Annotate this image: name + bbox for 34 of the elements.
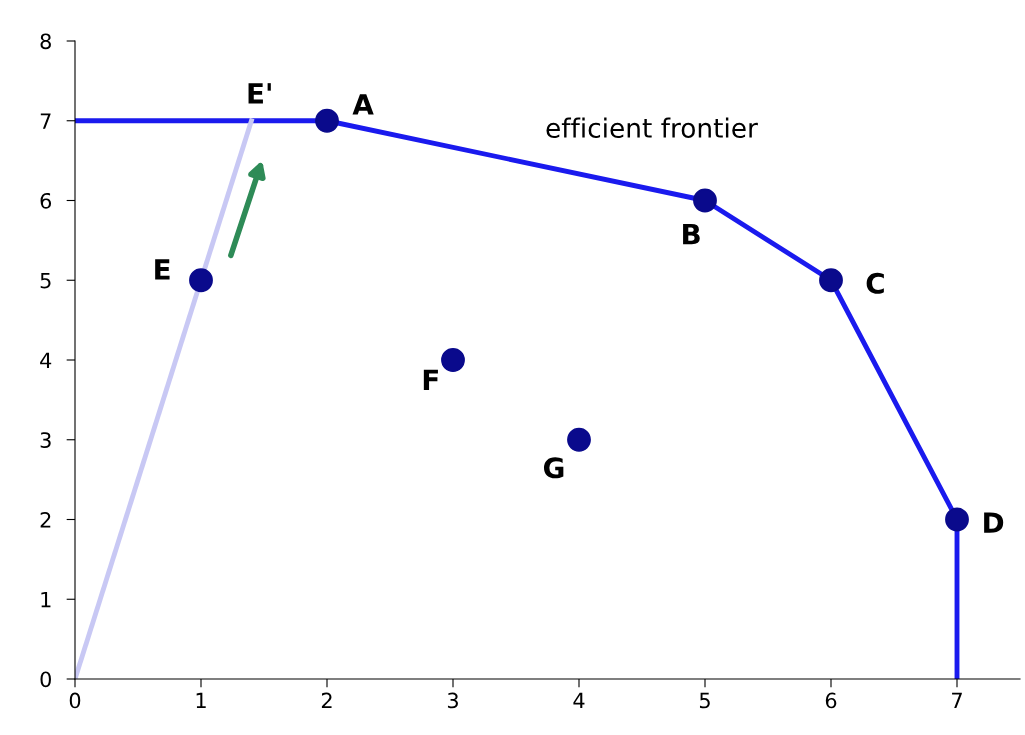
x-tick-label: 2 [321, 692, 332, 709]
y-tick-label: 7 [40, 113, 51, 129]
point [819, 268, 843, 293]
y-tick-label: 1 [41, 591, 51, 608]
y-tick-label: 6 [40, 192, 52, 209]
annotation: C [866, 272, 884, 294]
y-tick-label: 5 [40, 272, 51, 289]
annotation: E [155, 259, 170, 280]
y-tick-label: 8 [40, 33, 51, 50]
x-tick-label: 6 [825, 692, 837, 709]
y-tick-label: 2 [40, 511, 51, 528]
x-tick-label: 0 [69, 692, 81, 709]
x-tick-label: 1 [196, 692, 206, 709]
y-tick-label: 0 [40, 671, 51, 688]
x-tick-label: 5 [699, 692, 710, 709]
point [441, 348, 465, 372]
line-series [75, 118, 960, 679]
point [945, 507, 969, 532]
y-tick-label: 4 [40, 352, 52, 368]
annotation: efficient frontier [546, 117, 758, 138]
x-tick-label: 7 [952, 692, 962, 709]
y-tick-label: 3 [40, 432, 51, 448]
annotation: A [352, 94, 374, 115]
point [189, 268, 213, 293]
point [693, 188, 717, 213]
annotation: E' [248, 83, 271, 104]
x-tick-label: 3 [447, 692, 458, 709]
annotation: B [683, 224, 700, 245]
annotation: D [984, 512, 1004, 533]
point [315, 108, 339, 133]
annotation: F [423, 369, 438, 390]
annotation: G [543, 457, 564, 479]
point [567, 427, 591, 452]
x-tick-label: 4 [573, 692, 585, 709]
